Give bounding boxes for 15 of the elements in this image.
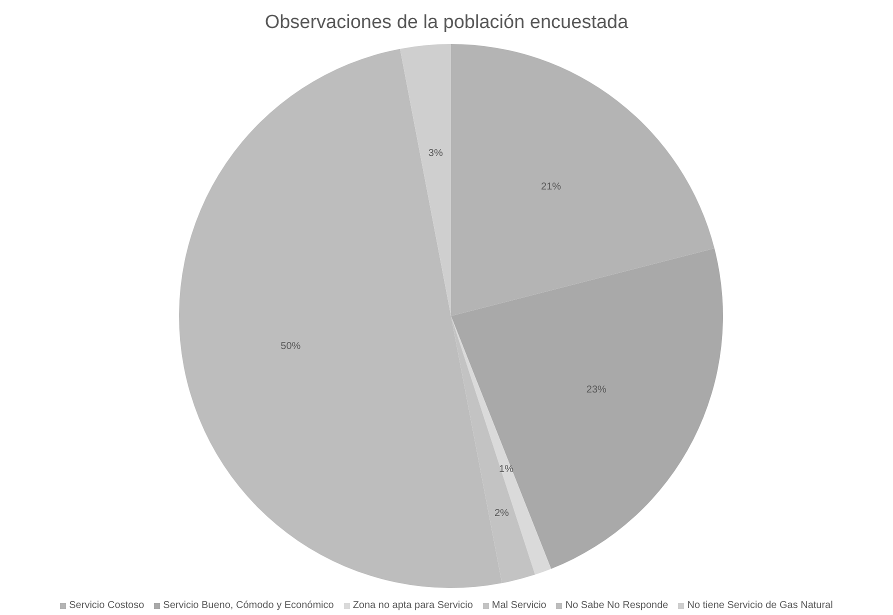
data-label: 3% [428, 148, 443, 160]
pie-slice [451, 316, 552, 575]
legend-label: Zona no apta para Servicio [352, 600, 473, 611]
data-label: 23% [586, 384, 607, 396]
legend-label: No tiene Servicio de Gas Natural [687, 600, 833, 611]
chart-title: Observaciones de la población encuestada [264, 11, 630, 35]
legend-label: Servicio Costoso [69, 600, 144, 611]
data-label: 50% [280, 341, 301, 352]
legend-label: No Sabe No Responde [565, 600, 668, 611]
data-label: 2% [494, 508, 510, 520]
legend-label: Servicio Bueno, Cómodo y Económico [163, 600, 334, 611]
data-label: 21% [541, 182, 562, 193]
data-label: 1% [499, 464, 514, 476]
pie-slice [400, 44, 451, 316]
legend-label: Mal Servicio [492, 600, 546, 611]
